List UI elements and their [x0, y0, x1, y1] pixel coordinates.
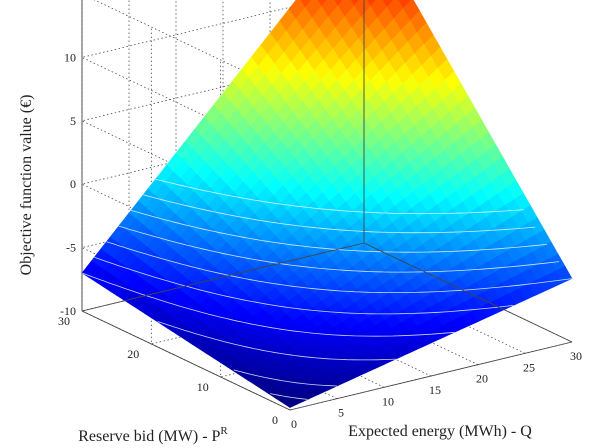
z-tick-label: -5: [66, 241, 76, 255]
x-tick-label: 30: [570, 349, 582, 363]
contour-line-3: [81, 272, 455, 337]
contour-lines: [81, 178, 573, 400]
y-axis-label: Reserve bid (MW) - PR: [78, 425, 228, 445]
y-tick-label: 10: [197, 380, 209, 394]
x-tick-label: 20: [476, 372, 488, 386]
z-axis-label: Objective function value (€): [18, 95, 35, 276]
axis-edge-3: [81, 242, 365, 312]
z-tick-label: 15: [64, 0, 76, 1]
axis-box: [81, 0, 573, 411]
surface-patch: [316, 0, 328, 8]
grid-line-z-5: [93, 0, 291, 94]
axis-edge-1: [81, 310, 291, 411]
contour-line-4: [94, 256, 514, 315]
y-tick-label: 30: [58, 314, 70, 328]
contour-line-0: [270, 393, 308, 400]
surface-patch: [333, 0, 344, 7]
surface-patch: [366, 0, 377, 7]
surface-patch: [282, 398, 301, 408]
z-tick-label: 5: [70, 114, 76, 128]
z-tick-label: -10: [60, 304, 76, 318]
x-tick-label: 5: [338, 406, 344, 420]
contour-line-1: [233, 369, 338, 387]
contour-line-6: [118, 225, 560, 273]
contour-line-5: [106, 241, 573, 294]
contour-line-7: [130, 210, 547, 253]
x-axis-label: Expected energy (MWh) - Q: [348, 423, 532, 440]
contour-line-2: [157, 321, 396, 361]
x-tick-label: 10: [382, 394, 394, 408]
y-tick-label: 0: [272, 413, 278, 427]
y-tick-label: 20: [127, 347, 139, 361]
x-tick-label: 25: [523, 360, 535, 374]
axis-edge-4: [363, 242, 573, 343]
axis-edge-0: [289, 341, 573, 411]
surface: [81, 0, 573, 408]
x-tick-label: 15: [429, 383, 441, 397]
contour-line-8: [143, 194, 536, 234]
surface-patch: [350, 0, 360, 7]
contour-line-9: [155, 178, 524, 215]
z-tick-label: 10: [64, 50, 76, 64]
y-axis-label-superscript: R: [220, 425, 228, 437]
y-axis-label-text: Reserve bid (MW) - P: [78, 428, 220, 445]
z-tick-label: 0: [70, 177, 76, 191]
x-tick-label: 0: [291, 417, 297, 431]
